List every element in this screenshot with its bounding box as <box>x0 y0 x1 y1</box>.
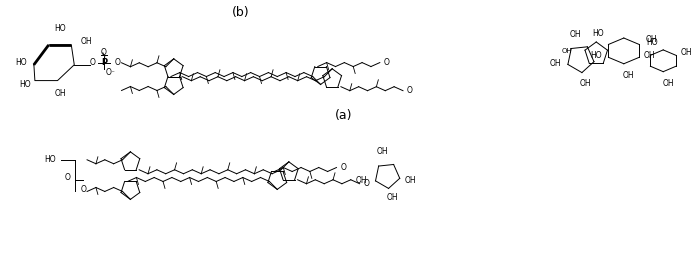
Text: HO: HO <box>15 58 27 67</box>
Text: P: P <box>101 58 107 67</box>
Text: OH: OH <box>644 51 655 60</box>
Text: HO: HO <box>593 29 604 38</box>
Text: OH: OH <box>386 193 398 202</box>
Text: OH: OH <box>405 176 416 185</box>
Text: OH: OH <box>377 147 388 156</box>
Text: OH: OH <box>662 79 674 88</box>
Text: OH: OH <box>646 35 657 43</box>
Text: OH: OH <box>570 30 582 39</box>
Text: O: O <box>101 48 107 57</box>
Text: OH: OH <box>681 48 692 57</box>
Text: (b): (b) <box>232 6 250 19</box>
Text: O: O <box>65 173 70 182</box>
Text: OH: OH <box>562 48 573 54</box>
Text: HO: HO <box>55 24 66 33</box>
Text: O: O <box>90 58 96 67</box>
Text: O: O <box>407 86 413 95</box>
Text: HO: HO <box>44 155 56 164</box>
Text: OH: OH <box>356 176 368 185</box>
Text: OH: OH <box>623 71 635 80</box>
Text: O: O <box>341 163 346 172</box>
Text: O: O <box>115 58 120 67</box>
Text: OH: OH <box>549 59 561 68</box>
Text: OH: OH <box>580 79 591 88</box>
Text: O: O <box>363 179 370 188</box>
Text: O: O <box>384 58 390 67</box>
Text: HO: HO <box>19 80 31 89</box>
Text: O⁻: O⁻ <box>106 68 115 77</box>
Text: (a): (a) <box>335 109 352 122</box>
Text: OH: OH <box>55 89 66 98</box>
Text: HO: HO <box>591 51 602 60</box>
Text: HO: HO <box>646 39 658 47</box>
Text: OH: OH <box>80 37 92 47</box>
Text: O: O <box>80 185 86 194</box>
